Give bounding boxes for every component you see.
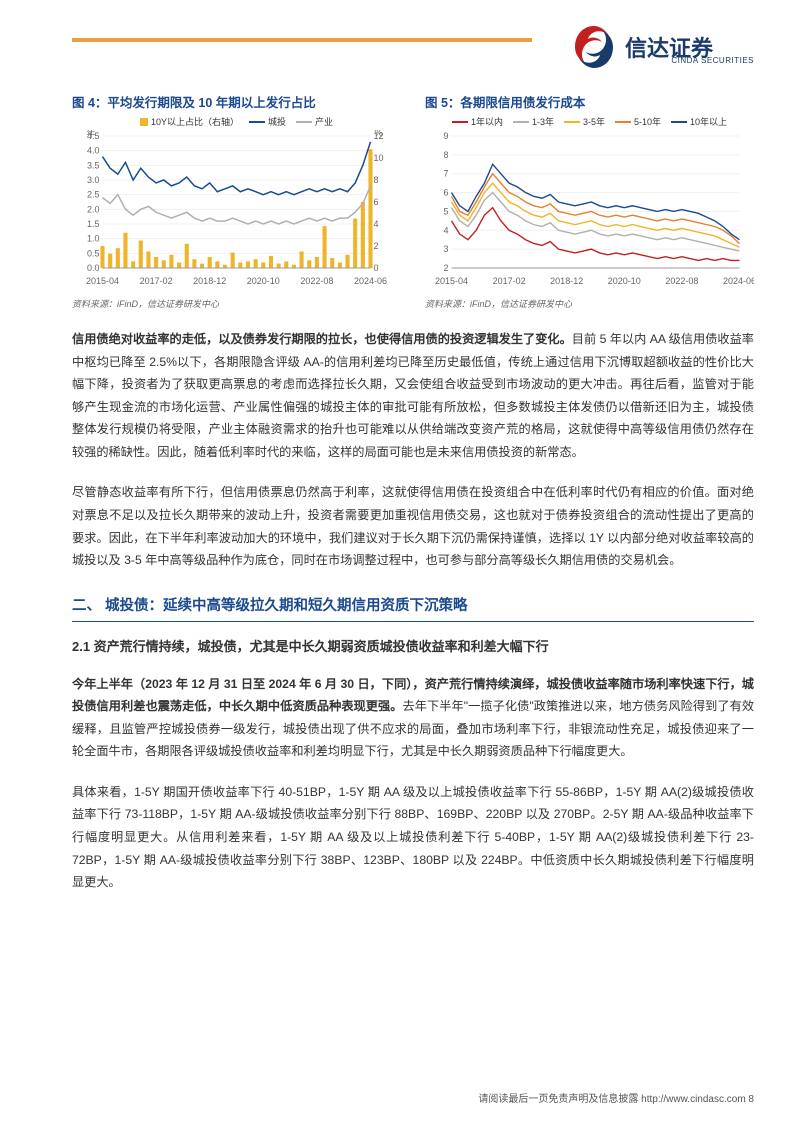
svg-text:8: 8 (374, 175, 379, 185)
para1-lead: 信用债绝对收益率的走低，以及债券发行期限的拉长，也使得信用债的投资逻辑发生了变化… (72, 332, 572, 346)
svg-text:6: 6 (443, 188, 448, 198)
svg-text:2: 2 (443, 263, 448, 273)
brand-name-en: CINDA SECURITIES (671, 56, 754, 65)
svg-text:8: 8 (443, 150, 448, 160)
svg-text:2024-06: 2024-06 (354, 276, 387, 286)
svg-text:5: 5 (443, 206, 448, 216)
subsection21-header: 2.1 资产荒行情持续，城投债，尤其是中长久期弱资质城投债收益率和利差大幅下行 (72, 636, 754, 655)
svg-text:2017-02: 2017-02 (140, 276, 173, 286)
svg-text:10: 10 (374, 153, 384, 163)
svg-text:9: 9 (443, 131, 448, 141)
svg-text:2024-06: 2024-06 (723, 276, 754, 286)
svg-text:2022-08: 2022-08 (300, 276, 333, 286)
legend-label: 1-3年 (532, 115, 554, 128)
legend-label: 10Y以上占比（右轴） (151, 115, 239, 128)
svg-text:2: 2 (374, 241, 379, 251)
svg-text:3.5: 3.5 (87, 160, 100, 170)
chart5-legend: 1年以内 1-3年 3-5年 5-10年 10年以上 (425, 115, 754, 128)
svg-text:6: 6 (374, 197, 379, 207)
paragraph-4: 具体来看，1-5Y 期国开债收益率下行 40-51BP，1-5Y 期 AA 级及… (72, 781, 754, 894)
svg-text:2015-04: 2015-04 (86, 276, 119, 286)
top-accent-bar (72, 38, 532, 42)
chart4-block: 图 4：平均发行期限及 10 年期以上发行占比 10Y以上占比（右轴） 城投 产… (72, 92, 401, 310)
paragraph-3: 今年上半年（2023 年 12 月 31 日至 2024 年 6 月 30 日，… (72, 673, 754, 763)
chart4-title: 图 4：平均发行期限及 10 年期以上发行占比 (72, 92, 401, 111)
svg-text:%: % (374, 130, 382, 138)
legend-label: 3-5年 (583, 115, 605, 128)
svg-text:2022-08: 2022-08 (665, 276, 698, 286)
svg-text:2018-12: 2018-12 (193, 276, 226, 286)
logo-swirl-icon (569, 22, 619, 72)
charts-row: 图 4：平均发行期限及 10 年期以上发行占比 10Y以上占比（右轴） 城投 产… (72, 92, 754, 310)
paragraph-1: 信用债绝对收益率的走低，以及债券发行期限的拉长，也使得信用债的投资逻辑发生了变化… (72, 328, 754, 463)
svg-text:1.0: 1.0 (87, 234, 100, 244)
legend-label: 10年以上 (690, 115, 727, 128)
svg-text:2.5: 2.5 (87, 190, 100, 200)
chart4-canvas: 0.00.51.01.52.02.53.03.54.04.5024681012年… (72, 130, 401, 290)
svg-text:2018-12: 2018-12 (550, 276, 583, 286)
svg-text:0.5: 0.5 (87, 248, 100, 258)
svg-text:4: 4 (374, 219, 379, 229)
svg-text:0: 0 (374, 263, 379, 273)
para1-body: 目前 5 年以内 AA 级信用债收益率中枢均已降至 2.5%以下，各期限隐含评级… (72, 332, 754, 459)
paragraph-2: 尽管静态收益率有所下行，但信用债票息仍然高于利率，这就使得信用债在投资组合中在低… (72, 481, 754, 571)
svg-text:2.0: 2.0 (87, 204, 100, 214)
svg-text:3: 3 (443, 244, 448, 254)
legend-label: 5-10年 (634, 115, 661, 128)
legend-label: 城投 (268, 115, 286, 128)
svg-text:3.0: 3.0 (87, 175, 100, 185)
svg-text:4: 4 (443, 225, 448, 235)
svg-text:4.0: 4.0 (87, 146, 100, 156)
svg-text:2015-04: 2015-04 (435, 276, 468, 286)
chart5-source: 资料来源：iFinD，信达证券研发中心 (425, 297, 754, 310)
svg-text:2020-10: 2020-10 (608, 276, 641, 286)
chart5-canvas: 2 3 4 5 6 7 8 9 2015-04 2017-02 2018-12 2020-10 2022… (425, 130, 754, 290)
page-footer: 请阅读最后一页免责声明及信息披露 http://www.cindasc.com … (478, 1090, 754, 1105)
svg-text:7: 7 (443, 169, 448, 179)
section2-header: 二、 城投债：延续中高等级拉久期和短久期信用资质下沉策略 (72, 594, 754, 622)
svg-text:年: 年 (87, 130, 96, 138)
svg-text:2017-02: 2017-02 (493, 276, 526, 286)
legend-label: 产业 (315, 115, 333, 128)
chart5-title: 图 5：各期限信用债发行成本 (425, 92, 754, 111)
legend-label: 1年以内 (471, 115, 503, 128)
svg-text:0.0: 0.0 (87, 263, 100, 273)
chart4-source: 资料来源：iFinD，信达证券研发中心 (72, 297, 401, 310)
chart5-block: 图 5：各期限信用债发行成本 1年以内 1-3年 3-5年 5-10年 10年以… (425, 92, 754, 310)
svg-text:2020-10: 2020-10 (247, 276, 280, 286)
svg-text:1.5: 1.5 (87, 219, 100, 229)
chart4-legend: 10Y以上占比（右轴） 城投 产业 (72, 115, 401, 128)
